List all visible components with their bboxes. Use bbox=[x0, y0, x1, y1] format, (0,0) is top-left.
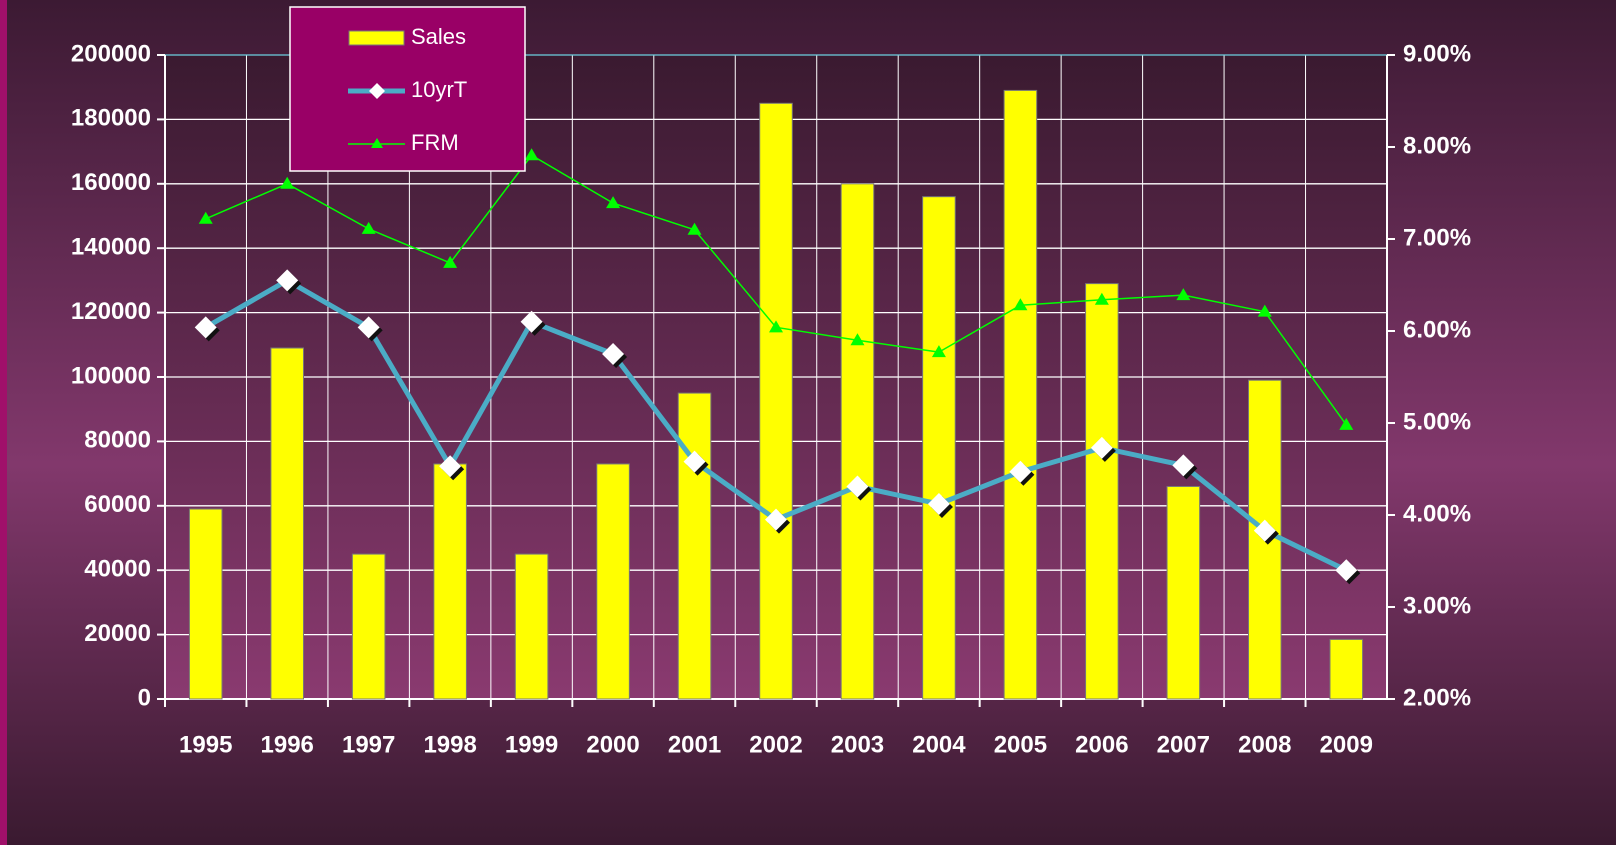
x-tick-label: 2009 bbox=[1320, 731, 1373, 758]
y-tick-label: 60000 bbox=[84, 491, 151, 518]
marker bbox=[524, 148, 539, 161]
marker bbox=[1090, 436, 1113, 459]
y2-tick-label: 4.00% bbox=[1403, 500, 1471, 527]
x-tick-label: 2004 bbox=[912, 731, 966, 758]
marker bbox=[361, 221, 376, 234]
bar bbox=[1003, 89, 1038, 700]
y2-tick-label: 2.00% bbox=[1403, 684, 1471, 711]
marker bbox=[1253, 519, 1276, 542]
x-tick-label: 2001 bbox=[668, 731, 721, 758]
y2-tick-label: 6.00% bbox=[1403, 316, 1471, 343]
y-tick-label: 160000 bbox=[71, 169, 151, 196]
marker bbox=[765, 508, 787, 531]
x-tick-label: 2008 bbox=[1238, 731, 1291, 758]
marker bbox=[194, 316, 217, 339]
x-tick-label: 2006 bbox=[1075, 731, 1128, 758]
marker bbox=[443, 255, 458, 268]
marker bbox=[1094, 292, 1109, 305]
y-tick-label: 180000 bbox=[71, 105, 151, 132]
bar bbox=[433, 463, 467, 700]
marker bbox=[1172, 454, 1195, 477]
x-tick-label: 2003 bbox=[831, 731, 884, 758]
legend-swatch bbox=[348, 30, 405, 46]
x-tick-label: 1998 bbox=[423, 731, 476, 758]
x-tick-label: 2005 bbox=[994, 731, 1047, 758]
marker bbox=[439, 455, 462, 478]
y-tick-label: 200000 bbox=[71, 40, 151, 67]
marker bbox=[1176, 288, 1191, 301]
marker bbox=[357, 316, 380, 339]
bar bbox=[759, 102, 793, 700]
bar bbox=[922, 196, 956, 700]
bar bbox=[270, 347, 304, 700]
bar bbox=[1166, 485, 1201, 700]
marker bbox=[1009, 460, 1032, 483]
marker bbox=[1335, 559, 1358, 582]
y2-tick-label: 9.00% bbox=[1403, 40, 1471, 67]
bar bbox=[514, 553, 549, 700]
y-tick-label: 40000 bbox=[84, 556, 151, 583]
edge-strip bbox=[0, 0, 7, 845]
bar bbox=[188, 508, 223, 700]
x-tick-label: 1997 bbox=[342, 731, 395, 758]
y-tick-label: 20000 bbox=[84, 620, 151, 647]
marker bbox=[520, 310, 543, 333]
bar bbox=[840, 183, 875, 700]
legend-marker bbox=[369, 83, 385, 99]
legend-label: FRM bbox=[411, 130, 459, 155]
y-tick-label: 120000 bbox=[71, 298, 151, 325]
y-tick-label: 140000 bbox=[71, 234, 151, 261]
marker bbox=[850, 333, 865, 346]
x-tick-label: 2002 bbox=[749, 731, 802, 758]
marker bbox=[280, 176, 295, 189]
marker bbox=[276, 269, 299, 292]
y-tick-label: 0 bbox=[138, 684, 151, 711]
bar bbox=[1085, 283, 1119, 700]
legend-label: 10yrT bbox=[411, 77, 467, 102]
marker bbox=[1013, 298, 1028, 311]
marker bbox=[1257, 304, 1272, 317]
bar bbox=[351, 553, 386, 700]
marker bbox=[683, 450, 706, 473]
legend: Sales 10yrT FRM bbox=[289, 6, 526, 172]
bar bbox=[1329, 638, 1364, 700]
x-tick-label: 1995 bbox=[179, 731, 232, 758]
marker bbox=[602, 343, 625, 365]
y2-tick-label: 8.00% bbox=[1403, 132, 1471, 159]
marker bbox=[1339, 417, 1354, 430]
y2-tick-label: 3.00% bbox=[1403, 592, 1471, 619]
marker bbox=[198, 211, 213, 224]
marker bbox=[769, 320, 783, 333]
y-tick-label: 100000 bbox=[71, 362, 151, 389]
y-tick-label: 80000 bbox=[84, 427, 151, 454]
marker bbox=[931, 345, 946, 358]
bar bbox=[677, 392, 712, 700]
marker bbox=[606, 196, 621, 209]
y2-tick-label: 7.00% bbox=[1403, 224, 1471, 251]
x-tick-label: 2000 bbox=[586, 731, 639, 758]
bar bbox=[596, 463, 630, 700]
marker bbox=[927, 492, 950, 515]
x-tick-label: 1996 bbox=[261, 731, 314, 758]
legend-box bbox=[289, 6, 526, 172]
legend-marker bbox=[371, 138, 383, 148]
marker bbox=[687, 222, 702, 235]
x-tick-label: 1999 bbox=[505, 731, 558, 758]
legend-label: Sales bbox=[411, 24, 466, 49]
marker bbox=[846, 475, 869, 498]
y2-tick-label: 5.00% bbox=[1403, 408, 1471, 435]
x-tick-label: 2007 bbox=[1157, 731, 1210, 758]
